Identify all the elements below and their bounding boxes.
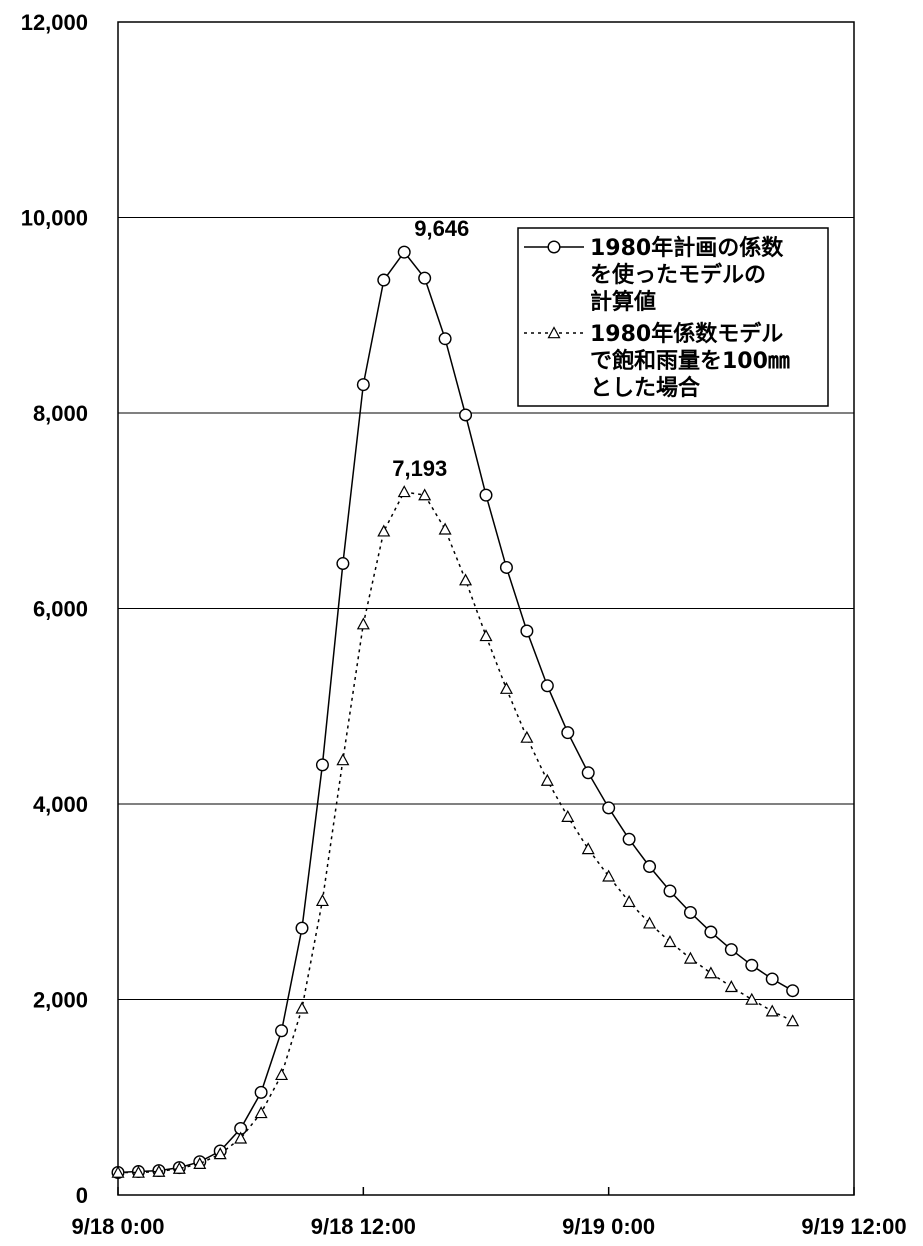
data-point bbox=[663, 935, 677, 948]
data-point bbox=[275, 1024, 289, 1038]
data-point bbox=[418, 271, 432, 285]
series-layer bbox=[111, 245, 800, 1180]
data-point bbox=[295, 921, 309, 935]
data-point bbox=[295, 1001, 309, 1014]
x-tick-label: 9/19 0:00 bbox=[562, 1214, 655, 1239]
plot-area bbox=[117, 21, 855, 1196]
data-point bbox=[765, 1004, 779, 1017]
data-point bbox=[622, 832, 636, 846]
series-line bbox=[118, 491, 794, 1174]
data-point bbox=[193, 1156, 207, 1169]
data-point bbox=[356, 378, 370, 392]
legend-marker bbox=[547, 240, 561, 254]
peak-label: 9,646 bbox=[414, 216, 469, 241]
data-point bbox=[499, 681, 513, 694]
data-point bbox=[581, 766, 595, 780]
data-point bbox=[745, 992, 759, 1005]
data-point bbox=[111, 1165, 125, 1178]
series-line bbox=[117, 250, 794, 1174]
data-point bbox=[438, 522, 452, 535]
legend-label: 1980年係数モデル bbox=[590, 321, 783, 347]
data-point bbox=[377, 273, 391, 287]
legend-label: 1980年計画の係数 bbox=[590, 235, 784, 261]
data-point bbox=[336, 557, 350, 571]
legend-label: を使ったモデルの bbox=[590, 262, 766, 288]
y-tick-label: 0 bbox=[76, 1183, 88, 1208]
peak-label: 7,193 bbox=[392, 456, 447, 481]
data-point bbox=[336, 753, 350, 766]
data-point bbox=[254, 1085, 268, 1099]
data-point bbox=[765, 972, 779, 986]
data-point bbox=[397, 485, 411, 498]
series-1 bbox=[111, 245, 800, 1180]
data-point bbox=[315, 894, 329, 907]
legend-marker bbox=[547, 326, 561, 339]
data-point bbox=[786, 1014, 800, 1027]
legend-box bbox=[517, 227, 829, 407]
data-point bbox=[561, 726, 575, 740]
data-point bbox=[172, 1161, 186, 1174]
series-2 bbox=[111, 485, 800, 1178]
data-point bbox=[581, 842, 595, 855]
data-point bbox=[786, 984, 800, 998]
y-tick-label: 6,000 bbox=[33, 597, 88, 622]
y-tick-label: 8,000 bbox=[33, 401, 88, 426]
data-point bbox=[540, 773, 554, 786]
data-point bbox=[704, 925, 718, 939]
data-point bbox=[254, 1106, 268, 1119]
data-point bbox=[683, 951, 697, 964]
y-axis: 0 2,000 4,000 6,000 8,000 10,000 12,000 bbox=[21, 10, 88, 1208]
data-point bbox=[377, 524, 391, 537]
data-point bbox=[152, 1164, 166, 1177]
data-point bbox=[275, 1068, 289, 1081]
x-axis: 9/18 0:00 9/18 12:00 9/19 0:00 9/19 12:00 bbox=[72, 1187, 907, 1239]
legend-label: 計算値 bbox=[590, 289, 656, 315]
y-tick-label: 10,000 bbox=[21, 206, 88, 231]
data-point bbox=[397, 245, 411, 259]
data-point bbox=[213, 1147, 227, 1160]
data-point bbox=[663, 884, 677, 898]
data-point bbox=[643, 860, 657, 874]
y-tick-label: 2,000 bbox=[33, 988, 88, 1013]
legend-label: とした場合 bbox=[590, 375, 701, 401]
x-tick-label: 9/19 12:00 bbox=[801, 1214, 906, 1239]
data-point bbox=[234, 1131, 248, 1144]
x-tick-label: 9/18 0:00 bbox=[72, 1214, 165, 1239]
data-point bbox=[724, 943, 738, 957]
data-point bbox=[561, 809, 575, 822]
data-point bbox=[683, 906, 697, 920]
x-tick-label: 9/18 12:00 bbox=[311, 1214, 416, 1239]
data-point bbox=[643, 916, 657, 929]
data-point bbox=[315, 758, 329, 772]
legend-label: で飽和雨量を100㎜ bbox=[590, 348, 790, 374]
data-point bbox=[704, 966, 718, 979]
data-point bbox=[131, 1165, 145, 1178]
data-point bbox=[602, 801, 616, 815]
data-point bbox=[622, 894, 636, 908]
y-tick-label: 4,000 bbox=[33, 792, 88, 817]
data-point bbox=[418, 488, 432, 501]
data-point bbox=[540, 679, 554, 693]
data-point bbox=[438, 332, 452, 346]
data-point bbox=[602, 869, 616, 882]
data-point bbox=[356, 617, 370, 630]
data-point bbox=[520, 624, 534, 638]
data-point bbox=[724, 980, 738, 993]
annotations: 9,646 7,193 bbox=[392, 216, 469, 481]
y-tick-label: 12,000 bbox=[21, 10, 88, 35]
data-point bbox=[479, 488, 493, 502]
data-point bbox=[459, 408, 473, 422]
gridlines bbox=[118, 217, 854, 1000]
legend: 1980年計画の係数を使ったモデルの計算値1980年係数モデルで飽和雨量を100… bbox=[517, 227, 829, 407]
data-point bbox=[745, 958, 759, 972]
data-point bbox=[479, 629, 493, 642]
data-point bbox=[459, 573, 473, 586]
data-point bbox=[520, 730, 534, 743]
data-point bbox=[499, 560, 513, 574]
